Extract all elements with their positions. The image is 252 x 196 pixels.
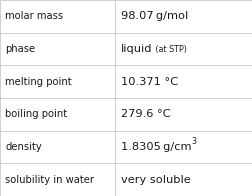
Text: phase: phase bbox=[5, 44, 35, 54]
Text: boiling point: boiling point bbox=[5, 109, 67, 119]
Text: melting point: melting point bbox=[5, 77, 71, 87]
Text: very soluble: very soluble bbox=[121, 175, 190, 185]
Text: liquid: liquid bbox=[121, 44, 152, 54]
Text: solubility in water: solubility in water bbox=[5, 175, 94, 185]
Text: 3: 3 bbox=[191, 137, 196, 146]
Text: 10.371 °C: 10.371 °C bbox=[121, 77, 178, 87]
Text: 279.6 °C: 279.6 °C bbox=[121, 109, 170, 119]
Text: density: density bbox=[5, 142, 42, 152]
Text: 98.07 g/mol: 98.07 g/mol bbox=[121, 11, 188, 21]
Text: (at STP): (at STP) bbox=[152, 45, 186, 54]
Text: molar mass: molar mass bbox=[5, 11, 63, 21]
Text: 1.8305 g/cm: 1.8305 g/cm bbox=[121, 142, 191, 152]
